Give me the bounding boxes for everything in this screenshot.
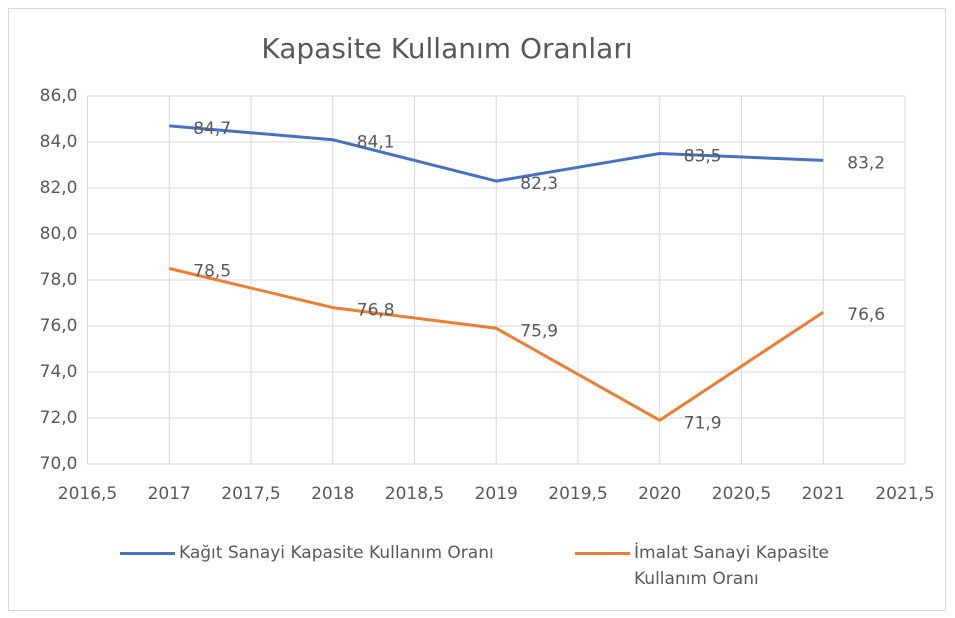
legend-label: Kağıt Sanayi Kapasite Kullanım Oranı: [179, 543, 494, 563]
x-tick-label: 2020: [638, 484, 681, 504]
line-series: [169, 124, 824, 183]
y-tick-label: 86,0: [40, 86, 78, 106]
legend-label: İmalat Sanayi Kapasite Kullanım Oranı: [634, 543, 829, 589]
data-label: 83,2: [847, 153, 885, 173]
legend-item: Kağıt Sanayi Kapasite Kullanım Oranı: [120, 540, 560, 566]
chart-title: Kapasite Kullanım Oranları: [261, 32, 632, 65]
line-series: [168, 267, 825, 422]
data-label: 78,5: [193, 262, 231, 282]
data-label: 84,7: [193, 119, 231, 139]
x-tick-label: 2018: [311, 484, 354, 504]
y-tick-label: 84,0: [40, 132, 78, 152]
data-label: 84,1: [357, 133, 395, 153]
y-tick-label: 78,0: [40, 270, 78, 290]
legend-swatch: [575, 552, 630, 555]
chart-border: [8, 8, 946, 611]
y-tick-label: 82,0: [40, 178, 78, 198]
data-label: 76,8: [357, 301, 395, 321]
y-tick-label: 72,0: [40, 408, 78, 428]
data-label: 71,9: [684, 413, 722, 433]
x-tick-label: 2019: [475, 484, 518, 504]
legend-item: İmalat Sanayi Kapasite Kullanım Oranı: [575, 540, 875, 592]
x-tick-label: 2018,5: [385, 484, 444, 504]
y-tick-label: 70,0: [40, 454, 78, 474]
x-tick-label: 2016,5: [58, 484, 117, 504]
data-label: 83,5: [684, 147, 722, 167]
data-label: 82,3: [520, 174, 558, 194]
x-tick-label: 2017,5: [221, 484, 280, 504]
x-tick-label: 2020,5: [712, 484, 771, 504]
data-label: 75,9: [520, 321, 558, 341]
y-tick-label: 74,0: [40, 362, 78, 382]
legend-swatch: [120, 552, 175, 555]
x-tick-label: 2017: [148, 484, 191, 504]
y-tick-label: 80,0: [40, 224, 78, 244]
data-label: 76,6: [847, 305, 885, 325]
x-tick-label: 2021: [802, 484, 845, 504]
x-tick-label: 2021,5: [875, 484, 934, 504]
y-tick-label: 76,0: [40, 316, 78, 336]
x-tick-label: 2019,5: [548, 484, 607, 504]
